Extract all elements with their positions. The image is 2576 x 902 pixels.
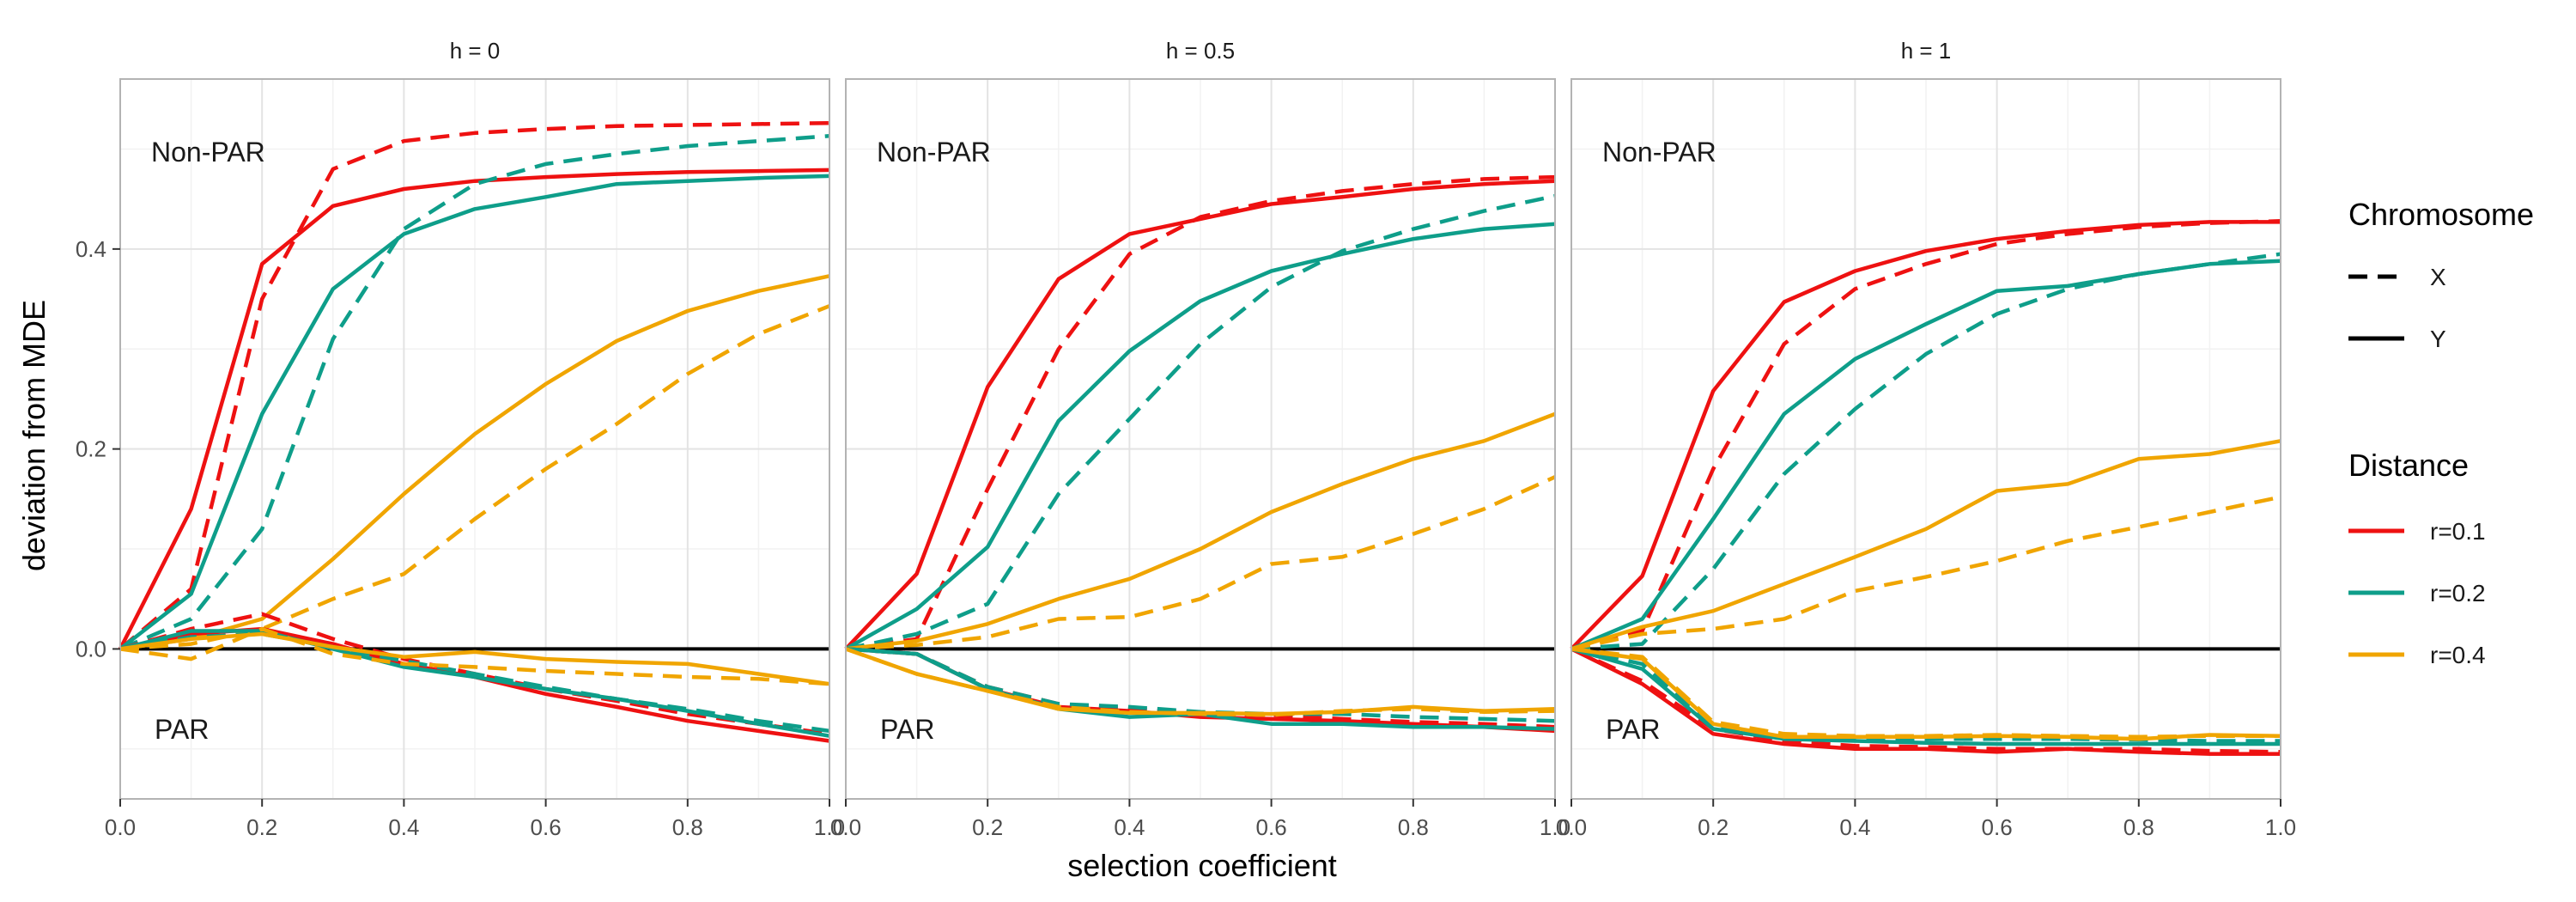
series-line-par-x-r-0-4 [1571, 647, 2281, 740]
x-tick-label: 0.8 [672, 814, 703, 840]
x-tick-label: 0.4 [1839, 814, 1870, 840]
x-tick-label: 1.0 [1540, 814, 1571, 840]
series-line-non-par-x-r-0-2 [119, 134, 830, 651]
annotation-par: PAR [155, 714, 209, 745]
series-line-non-par-y-r-0-4 [1571, 439, 2281, 651]
series-line-par-x-r-0-4 [845, 647, 1556, 717]
panel-strip-label: h = 0.5 [1166, 38, 1235, 64]
series-line-non-par-y-r-0-1 [118, 168, 830, 650]
x-tick-label: 0.4 [1114, 814, 1145, 840]
legend-label-distance-r-0-2: r=0.2 [2430, 580, 2486, 606]
panel-border [119, 78, 830, 800]
x-tick-label: 1.0 [814, 814, 845, 840]
x-tick-label: 0.8 [1398, 814, 1429, 840]
x-tick-label: 0.2 [1698, 814, 1728, 840]
x-tick-label: 0.4 [388, 814, 419, 840]
panel-h-0-5: h = 0.5 Non-PAR PAR 0.0 0.2 0.4 0.6 0.8 1.0 [830, 38, 1571, 840]
x-tick-label: 1.0 [2265, 814, 2296, 840]
y-tick-label: 0.2 [76, 436, 106, 462]
x-tick-label: 0.2 [246, 814, 277, 840]
series-line-non-par-x-r-0-1 [1571, 219, 2281, 651]
panel-strip-label: h = 1 [1901, 38, 1952, 64]
annotation-non-par: Non-PAR [877, 137, 991, 168]
x-tick-label: 0.8 [2123, 814, 2154, 840]
series-line-non-par-x-r-0-4 [1571, 495, 2281, 651]
series-line-non-par-x-r-0-1 [118, 120, 830, 651]
series-line-non-par-x-r-0-2 [1571, 252, 2281, 651]
panel-h-0: h = 0 Non-PAR PAR 0.0 0.2 0.4 0.6 0.8 1.0 0.0 0.2 0… [76, 38, 845, 840]
series-line-non-par-x-r-0-2 [845, 193, 1556, 651]
legend: Chromosome Distance X Yr=0.1 r=0.2 r=0.4 [2348, 197, 2534, 668]
series-line-non-par-y-r-0-2 [118, 174, 830, 651]
panel-border [1571, 78, 2281, 800]
series-line-non-par-x-r-0-1 [845, 174, 1556, 651]
x-tick-label: 0.0 [1556, 814, 1587, 840]
x-tick-label: 0.6 [531, 814, 562, 840]
legend-label-distance-r-0-4: r=0.4 [2430, 642, 2486, 668]
y-axis-title: deviation from MDE [16, 300, 52, 571]
legend-title-distance: Distance [2348, 448, 2469, 483]
series-line-par-y-r-0-1 [1571, 647, 2281, 756]
series-line-par-x-r-0-1 [1571, 647, 2281, 754]
panel-h-1: h = 1 Non-PAR PAR 0.0 0.2 0.4 0.6 0.8 1.0 [1556, 38, 2296, 840]
series-line-par-x-r-0-2 [1571, 647, 2281, 743]
series-line-par-y-r-0-2 [119, 629, 830, 738]
annotation-par: PAR [880, 714, 934, 745]
x-tick-label: 0.0 [105, 814, 136, 840]
y-tick-label: 0.4 [76, 236, 106, 262]
series-line-par-x-r-0-4 [119, 626, 830, 686]
y-tick-label: 0.0 [76, 636, 106, 661]
series-line-par-y-r-0-2 [1571, 647, 2281, 747]
annotation-non-par: Non-PAR [151, 137, 265, 168]
series-line-par-y-r-0-4 [119, 631, 830, 686]
legend-label-chromosome-y: Y [2430, 326, 2446, 352]
x-tick-label: 0.2 [972, 814, 1003, 840]
x-tick-label: 0.6 [1982, 814, 2013, 840]
annotation-par: PAR [1606, 714, 1660, 745]
series-line-non-par-y-r-0-4 [845, 411, 1556, 651]
series-line-non-par-x-r-0-4 [845, 475, 1556, 651]
panel-strip-label: h = 0 [450, 38, 501, 64]
legend-title-chromosome: Chromosome [2348, 197, 2534, 232]
series-line-non-par-y-r-0-2 [844, 222, 1556, 651]
legend-label-chromosome-x: X [2430, 264, 2446, 290]
panel-border [845, 78, 1556, 800]
x-tick-label: 0.6 [1256, 814, 1287, 840]
x-tick-label: 0.0 [830, 814, 861, 840]
series-line-non-par-y-r-0-4 [119, 274, 830, 651]
legend-label-distance-r-0-1: r=0.1 [2430, 518, 2486, 545]
x-axis-title: selection coefficient [1067, 848, 1337, 883]
annotation-non-par: Non-PAR [1602, 137, 1716, 168]
